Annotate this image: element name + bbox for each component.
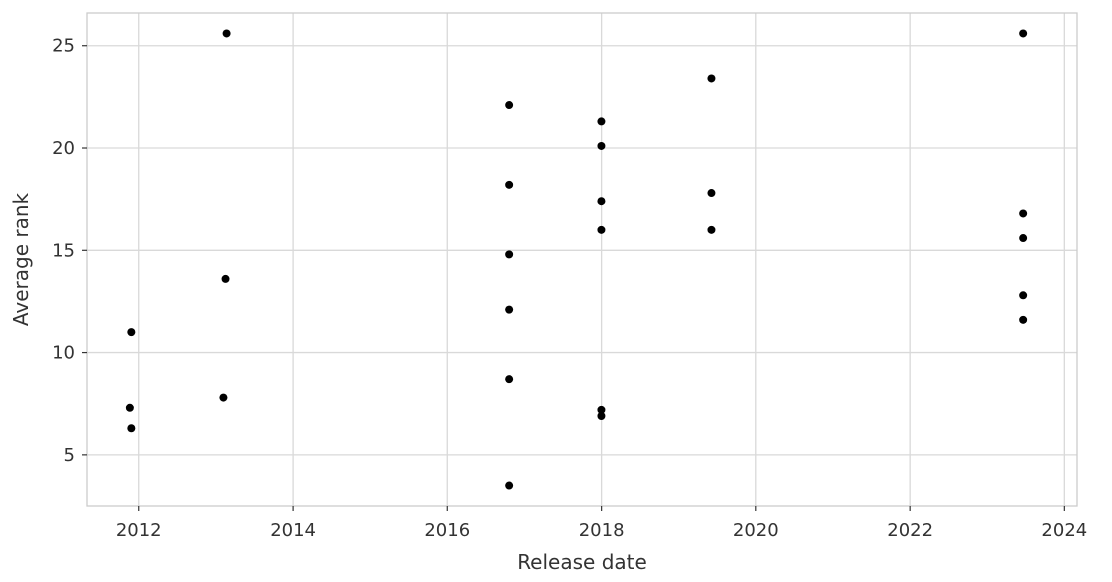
x-tick-label: 2014 [270, 520, 316, 541]
data-point [125, 403, 134, 412]
data-point [1019, 29, 1028, 38]
y-tick-label: 15 [52, 240, 75, 261]
data-point [597, 141, 606, 150]
data-point [707, 189, 716, 198]
data-point [1019, 291, 1028, 300]
y-tick-label: 20 [52, 138, 75, 159]
axis-ticks: 2012 2014 2016 2018 2020 2022 2024 5 10 15 20 25 [52, 36, 1087, 541]
y-axis-label: Average rank [9, 192, 33, 326]
data-point [505, 250, 514, 259]
data-point [597, 225, 606, 234]
x-tick-label: 2024 [1041, 520, 1087, 541]
data-point [597, 197, 606, 206]
data-point [597, 117, 606, 126]
x-tick-label: 2020 [733, 520, 779, 541]
data-point [219, 393, 228, 402]
x-axis-label: Release date [517, 550, 647, 574]
data-point [505, 180, 514, 189]
y-tick-label: 25 [52, 36, 75, 57]
data-points [125, 29, 1028, 490]
data-point [1019, 234, 1028, 243]
x-tick-label: 2016 [424, 520, 470, 541]
y-tick-label: 5 [64, 445, 75, 466]
data-point [505, 305, 514, 314]
data-point [221, 274, 230, 283]
plot-frame [86, 12, 1078, 507]
data-point [597, 411, 606, 420]
data-point [1019, 315, 1028, 324]
data-point [707, 225, 716, 234]
data-point [505, 375, 514, 384]
data-point [127, 424, 136, 433]
data-point [505, 101, 514, 110]
x-tick-label: 2018 [579, 520, 625, 541]
data-point [707, 74, 716, 83]
data-point [222, 29, 231, 38]
x-tick-label: 2012 [116, 520, 162, 541]
grid-lines [87, 13, 1077, 506]
data-point [127, 328, 136, 337]
x-tick-label: 2022 [887, 520, 933, 541]
data-point [597, 405, 606, 414]
data-point [505, 481, 514, 490]
data-point [1019, 209, 1028, 218]
y-tick-label: 10 [52, 343, 75, 364]
